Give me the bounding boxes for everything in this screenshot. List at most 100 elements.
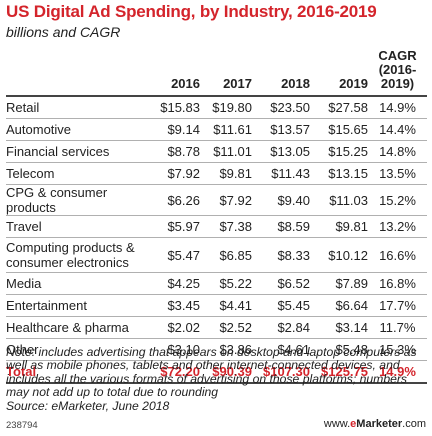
table-row: Telecom $7.92 $9.81 $11.43 $13.15 13.5% — [6, 162, 427, 185]
value-cell: $3.45 — [152, 294, 204, 317]
brand-suffix: .com — [402, 418, 426, 430]
value-cell: $9.81 — [314, 215, 372, 238]
total-label: Total — [6, 360, 152, 384]
table-body: Retail $15.83 $19.80 $23.50 $27.58 14.9% Autom… — [6, 96, 427, 384]
cagr-cell: 14.4% — [372, 118, 427, 141]
value-cell: $4.41 — [204, 294, 256, 317]
value-cell: $11.43 — [256, 162, 314, 185]
row-label: Financial services — [6, 140, 152, 163]
row-label: Automotive — [6, 118, 152, 141]
header-label-cell — [6, 49, 152, 97]
total-cagr-cell: 14.9% — [372, 360, 427, 384]
table-row: CPG & consumer products $6.26 $7.92 $9.40 $1… — [6, 184, 427, 216]
column-header-cagr: CAGR (2016-2019) — [372, 48, 427, 97]
cagr-cell: 14.8% — [372, 140, 427, 163]
value-cell: $9.14 — [152, 118, 204, 141]
chart-title: US Digital Ad Spending, by Industry, 201… — [6, 2, 377, 21]
value-cell: $5.97 — [152, 215, 204, 238]
column-header: 2019 — [314, 49, 372, 97]
row-label: Other — [6, 338, 152, 361]
value-cell: $11.03 — [314, 184, 372, 216]
total-value-cell: $107.30 — [256, 360, 314, 384]
brand-logo: www.eMarketer.com — [324, 418, 426, 430]
table-row: Computing products & consumer electronic… — [6, 237, 427, 273]
total-value-cell: $125.75 — [314, 360, 372, 384]
value-cell: $7.89 — [314, 272, 372, 295]
cagr-cell: 17.7% — [372, 294, 427, 317]
value-cell: $15.65 — [314, 118, 372, 141]
row-label: Media — [6, 272, 152, 295]
value-cell: $15.83 — [152, 96, 204, 119]
cagr-cell: 16.6% — [372, 237, 427, 273]
cagr-cell: 16.8% — [372, 272, 427, 295]
value-cell: $7.92 — [204, 184, 256, 216]
cagr-cell: 14.9% — [372, 96, 427, 119]
cagr-cell: 11.7% — [372, 316, 427, 339]
chart-id: 238794 — [6, 420, 38, 431]
table-row: Automotive $9.14 $11.61 $13.57 $15.65 14.4% — [6, 118, 427, 141]
cagr-cell: 15.2% — [372, 184, 427, 216]
value-cell: $5.22 — [204, 272, 256, 295]
value-cell: $27.58 — [314, 96, 372, 119]
table-row: Entertainment $3.45 $4.41 $5.45 $6.64 17.7% — [6, 294, 427, 317]
value-cell: $3.10 — [152, 338, 204, 361]
table-row: Travel $5.97 $7.38 $8.59 $9.81 13.2% — [6, 215, 427, 238]
value-cell: $4.61 — [256, 338, 314, 361]
value-cell: $3.86 — [204, 338, 256, 361]
value-cell: $3.14 — [314, 316, 372, 339]
value-cell: $4.25 — [152, 272, 204, 295]
column-header: 2017 — [204, 49, 256, 97]
value-cell: $19.80 — [204, 96, 256, 119]
total-value-cell: $72.20 — [152, 360, 204, 384]
cagr-header-line2: (2016-2019) — [378, 62, 417, 91]
notes-block: Note: includes advertising that appears … — [6, 345, 426, 413]
value-cell: $5.47 — [152, 237, 204, 273]
value-cell: $6.64 — [314, 294, 372, 317]
cagr-cell: 15.3% — [372, 338, 427, 361]
value-cell: $2.02 — [152, 316, 204, 339]
row-label: Computing products & consumer electronic… — [6, 237, 152, 273]
brand-prefix: www. — [323, 418, 351, 430]
value-cell: $7.92 — [152, 162, 204, 185]
table-row: Media $4.25 $5.22 $6.52 $7.89 16.8% — [6, 272, 427, 295]
brand-main: Marketer — [356, 418, 403, 430]
table-row: Retail $15.83 $19.80 $23.50 $27.58 14.9% — [6, 96, 427, 119]
value-cell: $6.85 — [204, 237, 256, 273]
table-header-row: 2016 2017 2018 2019 CAGR (2016-2019) — [6, 48, 427, 97]
value-cell: $8.59 — [256, 215, 314, 238]
note-text: Note: includes advertising that appears … — [6, 345, 417, 400]
value-cell: $9.81 — [204, 162, 256, 185]
source-text: Source: eMarketer, June 2018 — [6, 398, 170, 413]
total-value-cell: $90.39 — [204, 360, 256, 384]
value-cell: $9.40 — [256, 184, 314, 216]
cagr-header-line1: CAGR — [378, 48, 417, 63]
column-header: 2018 — [256, 49, 314, 97]
value-cell: $6.26 — [152, 184, 204, 216]
column-header: 2016 — [152, 49, 204, 97]
value-cell: $13.15 — [314, 162, 372, 185]
cagr-cell: 13.5% — [372, 162, 427, 185]
cagr-cell: 13.2% — [372, 215, 427, 238]
value-cell: $2.84 — [256, 316, 314, 339]
row-label: Telecom — [6, 162, 152, 185]
row-label: Entertainment — [6, 294, 152, 317]
data-table: 2016 2017 2018 2019 CAGR (2016-2019) Ret… — [6, 49, 427, 384]
value-cell: $6.52 — [256, 272, 314, 295]
row-label: CPG & consumer products — [6, 184, 152, 216]
value-cell: $2.52 — [204, 316, 256, 339]
table-row: Healthcare & pharma $2.02 $2.52 $2.84 $3.14 1… — [6, 316, 427, 339]
brand-e: e — [350, 418, 357, 430]
chart-subtitle: billions and CAGR — [6, 24, 121, 40]
value-cell: $5.45 — [256, 294, 314, 317]
value-cell: $23.50 — [256, 96, 314, 119]
value-cell: $13.05 — [256, 140, 314, 163]
value-cell: $8.78 — [152, 140, 204, 163]
table-row: Financial services $8.78 $11.01 $13.05 $15.2… — [6, 140, 427, 163]
value-cell: $10.12 — [314, 237, 372, 273]
total-row: Total $72.20 $90.39 $107.30 $125.75 14.9% — [6, 360, 427, 384]
row-label: Healthcare & pharma — [6, 316, 152, 339]
table-row: Other $3.10 $3.86 $4.61 $5.48 15.3% — [6, 338, 427, 361]
value-cell: $13.57 — [256, 118, 314, 141]
row-label: Retail — [6, 96, 152, 119]
